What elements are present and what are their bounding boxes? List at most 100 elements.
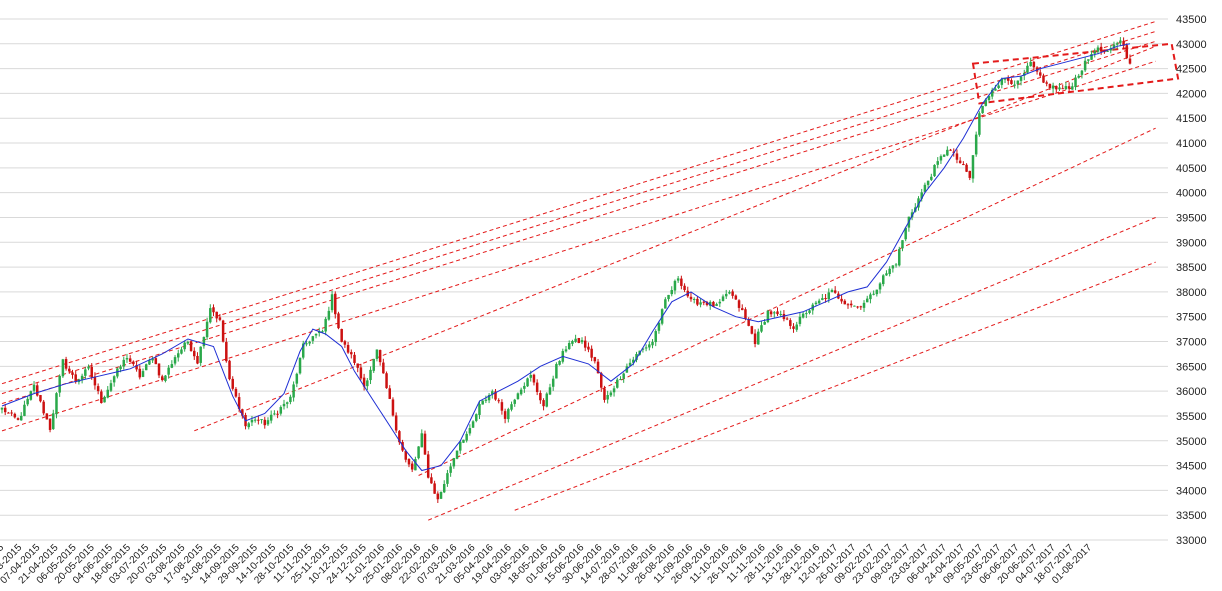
candle-body bbox=[875, 289, 879, 295]
candle-body bbox=[910, 212, 914, 218]
y-tick-label: 41500 bbox=[1176, 113, 1207, 125]
candle-body bbox=[1083, 60, 1087, 71]
candle-body bbox=[600, 373, 603, 388]
candle-body bbox=[923, 184, 927, 192]
candle-body bbox=[106, 389, 109, 398]
y-tick-label: 36500 bbox=[1176, 361, 1207, 373]
candle-body bbox=[170, 364, 174, 368]
candle-body bbox=[1006, 77, 1010, 81]
candle-body bbox=[228, 360, 231, 380]
candle-body bbox=[263, 419, 267, 426]
candle-body bbox=[13, 413, 17, 418]
candle-body bbox=[1106, 50, 1109, 52]
y-tick-label: 36000 bbox=[1176, 386, 1207, 398]
candle-body bbox=[0, 407, 4, 410]
trendline bbox=[428, 217, 1156, 521]
candle-body bbox=[202, 337, 206, 347]
candle-body bbox=[321, 331, 324, 333]
candle-body bbox=[391, 399, 395, 416]
y-tick-label: 38500 bbox=[1176, 262, 1207, 274]
candle-body bbox=[696, 298, 699, 305]
candle-body bbox=[846, 304, 850, 306]
candle-body bbox=[689, 296, 693, 300]
candle-body bbox=[1026, 65, 1029, 73]
candle-body bbox=[301, 343, 305, 358]
candle-body bbox=[843, 300, 847, 305]
candle-body bbox=[856, 306, 859, 308]
candle-body bbox=[90, 366, 93, 378]
candle-body bbox=[100, 391, 103, 404]
candle-body bbox=[375, 349, 379, 359]
candle-body bbox=[241, 409, 244, 416]
candle-body bbox=[949, 149, 952, 151]
candle-body bbox=[122, 359, 126, 367]
candle-body bbox=[523, 385, 526, 389]
candle-body bbox=[116, 368, 119, 377]
y-tick-label: 35500 bbox=[1176, 411, 1207, 423]
candle-body bbox=[154, 358, 158, 365]
candle-body bbox=[583, 340, 587, 348]
candle-body bbox=[917, 198, 920, 208]
candle-body bbox=[667, 294, 670, 300]
candle-body bbox=[183, 342, 186, 350]
y-tick-label: 40500 bbox=[1176, 163, 1207, 175]
candle-body bbox=[769, 311, 773, 315]
candle-body bbox=[407, 458, 411, 465]
candle-body bbox=[7, 412, 10, 414]
candle-body bbox=[978, 113, 981, 135]
candle-body bbox=[3, 407, 7, 413]
candle-body bbox=[865, 298, 869, 303]
candle-body bbox=[340, 328, 343, 342]
candle-body bbox=[298, 357, 302, 374]
trendline bbox=[194, 45, 1156, 432]
y-tick-label: 43000 bbox=[1176, 39, 1207, 51]
candle-body bbox=[135, 365, 138, 370]
candle-body bbox=[1039, 72, 1042, 76]
candle-body bbox=[994, 88, 997, 91]
candle-body bbox=[526, 378, 529, 387]
candle-body bbox=[144, 364, 148, 371]
candle-body bbox=[45, 413, 49, 420]
candle-body bbox=[776, 311, 779, 315]
candle-body bbox=[1019, 76, 1023, 81]
candle-body bbox=[965, 164, 968, 172]
candle-body bbox=[587, 346, 590, 350]
candle-body bbox=[564, 349, 568, 352]
candle-body bbox=[128, 358, 132, 362]
candle-body bbox=[616, 379, 619, 388]
candle-body bbox=[904, 227, 907, 240]
candle-body bbox=[250, 419, 254, 423]
candle-body bbox=[1013, 84, 1016, 86]
candle-body bbox=[314, 333, 318, 336]
candle-body bbox=[968, 170, 972, 178]
candle-body bbox=[1090, 54, 1093, 60]
candle-body bbox=[420, 433, 424, 448]
candle-body bbox=[612, 388, 616, 393]
candle-body bbox=[882, 275, 885, 285]
candle-body bbox=[898, 249, 901, 266]
candle-body bbox=[16, 418, 20, 420]
candle-body bbox=[353, 354, 356, 363]
candle-body bbox=[324, 318, 327, 332]
candle-body bbox=[369, 369, 372, 381]
trendline bbox=[514, 261, 1156, 511]
candle-body bbox=[481, 400, 484, 405]
moving-average bbox=[1, 43, 1131, 472]
candle-body bbox=[58, 375, 61, 393]
candle-body bbox=[414, 459, 417, 471]
trendline bbox=[1, 40, 1156, 405]
candle-body bbox=[119, 366, 122, 370]
candle-body bbox=[670, 290, 673, 295]
y-tick-label: 33500 bbox=[1176, 510, 1207, 522]
candle-body bbox=[32, 384, 36, 391]
candle-body bbox=[398, 431, 401, 443]
candle-body bbox=[705, 302, 709, 306]
candle-body bbox=[676, 278, 680, 281]
candle-body bbox=[308, 341, 311, 344]
candle-body bbox=[885, 273, 888, 276]
candle-body bbox=[289, 396, 292, 403]
candle-body bbox=[468, 428, 472, 434]
candle-body bbox=[510, 404, 513, 410]
candle-body bbox=[651, 341, 654, 346]
candle-body bbox=[827, 292, 831, 300]
